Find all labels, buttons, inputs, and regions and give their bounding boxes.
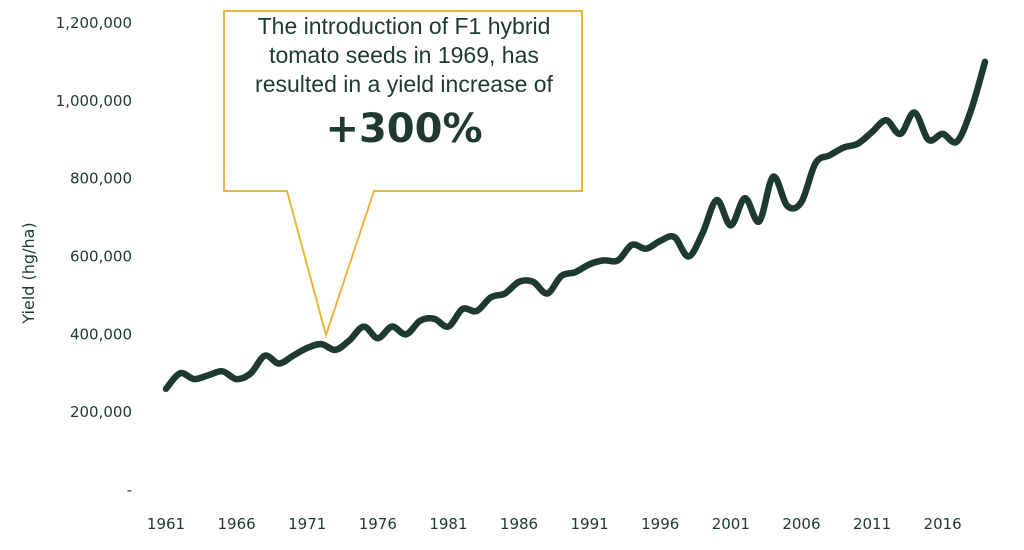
y-tick-label: 600,000 [70,248,132,266]
x-tick-label: 1966 [218,515,256,533]
x-tick-label: 2006 [782,515,820,533]
y-tick-label: 1,000,000 [56,92,132,110]
y-tick-label: 800,000 [70,170,132,188]
x-tick-label: 1986 [500,515,538,533]
x-tick-label: 2016 [924,515,962,533]
x-tick-label: 1976 [359,515,397,533]
x-tick-label: 2001 [712,515,750,533]
y-tick-label: 400,000 [70,325,132,343]
y-axis-ticks: - 200,000 400,000 600,000 800,000 1,000,000 1,… [56,14,132,499]
x-tick-label: 1971 [288,515,326,533]
y-axis-label: Yield (hg/ha) [19,222,38,324]
x-tick-label: 1961 [147,515,185,533]
y-tick-label: 1,200,000 [56,14,132,32]
x-axis-ticks: 1961 1966 1971 1976 1981 1986 1991 1996 2001 2006… [147,515,962,533]
x-tick-label: 1996 [641,515,679,533]
x-tick-label: 2011 [853,515,891,533]
y-tick-label: - [127,481,132,499]
y-tick-label: 200,000 [70,403,132,421]
callout-box [223,10,583,339]
x-tick-label: 1981 [429,515,467,533]
yield-series-line [162,58,989,393]
x-tick-label: 1991 [571,515,609,533]
